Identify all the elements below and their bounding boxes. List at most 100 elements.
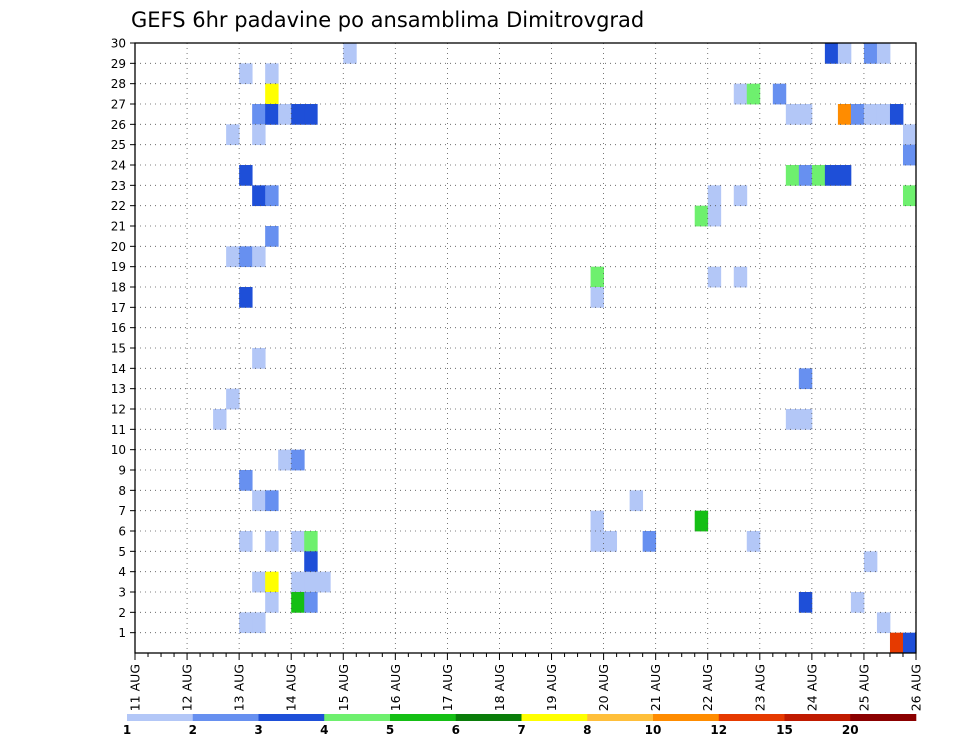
color-scale-swatch (258, 714, 325, 721)
color-scale-swatch (192, 714, 259, 721)
precip-cell (837, 43, 852, 64)
precip-cell (837, 165, 852, 186)
color-scale-swatch (455, 714, 522, 721)
precip-cell (239, 531, 253, 552)
precip-cell (291, 531, 305, 552)
precip-cell (226, 246, 240, 268)
precip-cell (785, 104, 800, 125)
precip-cell (590, 531, 604, 552)
color-scale-label: 5 (386, 723, 394, 737)
color-scale-label: 15 (776, 723, 793, 737)
y-tick-label: 26 (111, 118, 126, 132)
precip-cell (863, 551, 878, 573)
x-tick-label: 15 AUG (336, 664, 351, 711)
precip-cell (889, 104, 904, 125)
precip-cell (291, 592, 305, 613)
precip-cell (694, 510, 709, 532)
precip-cell (642, 531, 657, 552)
precip-cell (798, 165, 813, 186)
precip-cell (824, 43, 839, 64)
color-scale-label: 7 (517, 723, 525, 737)
precip-cell (590, 266, 604, 288)
x-tick-label: 14 AUG (284, 664, 299, 711)
x-tick-label: 19 AUG (544, 664, 559, 711)
color-scale-label: 10 (645, 723, 662, 737)
precip-cell (265, 226, 279, 247)
y-tick-label: 8 (118, 484, 126, 498)
precip-cell (278, 104, 292, 125)
precip-cell (213, 409, 227, 430)
precip-cells (213, 43, 917, 654)
precip-cell (590, 510, 604, 532)
precip-cell (252, 348, 266, 369)
color-scale-label: 8 (583, 723, 591, 737)
precip-cell (798, 104, 813, 125)
precip-cell (252, 571, 266, 593)
color-scale-swatch (127, 714, 194, 721)
x-tick-label: 12 AUG (180, 664, 195, 711)
y-tick-label: 15 (111, 342, 126, 356)
color-scale-legend: 1 2 3 4 5 6 7 8 10 12 15 20 (123, 714, 917, 737)
precip-cell (824, 165, 839, 186)
precip-cell (733, 266, 748, 288)
x-tick-label: 24 AUG (804, 664, 819, 711)
precip-cell (304, 531, 318, 552)
precip-cell (239, 165, 253, 186)
precip-cell (265, 104, 279, 125)
precip-cell (590, 287, 604, 308)
precip-cell (252, 124, 266, 146)
precip-cell (707, 185, 722, 207)
precip-cell (265, 490, 279, 512)
precip-cell (252, 246, 266, 268)
color-scale-swatch (521, 714, 588, 721)
precip-cell (694, 205, 709, 227)
x-tick-label: 23 AUG (752, 664, 767, 711)
y-tick-label: 10 (111, 443, 126, 457)
color-scale-swatch (653, 714, 720, 721)
y-tick-label: 23 (111, 179, 126, 193)
y-tick-label: 28 (111, 77, 126, 91)
precip-cell (278, 449, 292, 471)
y-tick-label: 5 (118, 545, 126, 559)
color-scale-swatch (390, 714, 457, 721)
precip-cell (733, 83, 748, 105)
y-tick-label: 2 (118, 606, 126, 620)
y-axis-ticks: 1234567891011121314151617181920212223242… (111, 37, 135, 640)
y-tick-label: 29 (111, 57, 126, 71)
color-scale-label: 4 (320, 723, 328, 737)
y-tick-label: 1 (118, 626, 126, 640)
precip-cell (265, 571, 279, 593)
precip-cell (304, 592, 318, 613)
color-scale-swatch (850, 714, 917, 721)
precip-cell (863, 104, 878, 125)
color-scale-label: 6 (452, 723, 460, 737)
precip-cell (798, 409, 813, 430)
y-tick-label: 19 (111, 260, 126, 274)
precip-cell (798, 592, 813, 613)
color-scale-swatch (784, 714, 851, 721)
grid-lines (135, 43, 916, 653)
precip-cell (876, 43, 891, 64)
precip-cell (252, 185, 266, 207)
precip-cell (265, 83, 279, 105)
y-tick-label: 16 (111, 321, 126, 335)
precip-cell (239, 246, 253, 268)
x-tick-label: 17 AUG (440, 664, 455, 711)
precip-cell (772, 83, 787, 105)
y-tick-label: 25 (111, 138, 126, 152)
y-tick-label: 11 (111, 423, 126, 437)
precip-cell (252, 612, 266, 634)
color-scale-label: 12 (710, 723, 727, 737)
precip-cell (291, 449, 305, 471)
precip-cell (603, 531, 618, 552)
precip-cell (239, 63, 253, 85)
x-tick-label: 16 AUG (388, 664, 403, 711)
precip-cell (226, 388, 240, 410)
precip-cell (889, 632, 904, 654)
x-tick-label: 18 AUG (492, 664, 507, 711)
precip-cell (733, 185, 748, 207)
x-tick-label: 22 AUG (700, 664, 715, 711)
y-tick-label: 14 (111, 362, 126, 376)
color-scale-label: 1 (123, 723, 131, 737)
precip-cell (343, 43, 357, 64)
